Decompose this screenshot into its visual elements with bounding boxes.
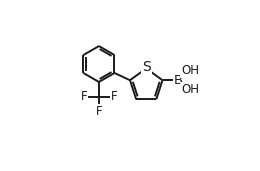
Text: F: F [81,90,87,103]
Text: OH: OH [181,64,199,77]
Text: S: S [142,60,151,74]
Text: F: F [111,90,117,103]
Text: OH: OH [181,83,199,96]
Text: B: B [174,74,183,87]
Text: F: F [96,105,102,118]
